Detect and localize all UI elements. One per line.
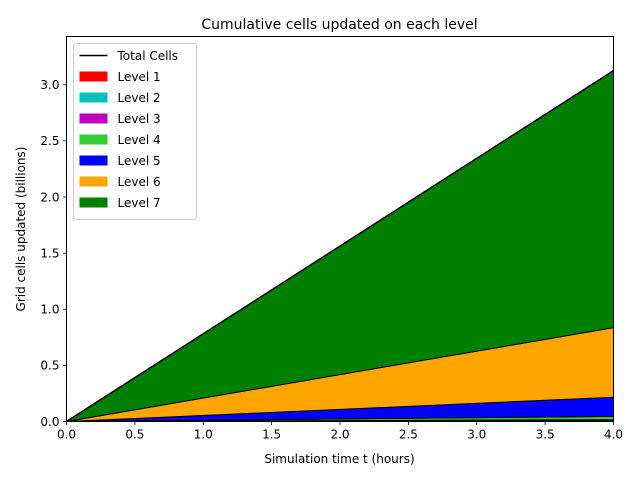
legend-label-level-3: Level 3 (118, 112, 161, 126)
y-tick-label: 1.0 (40, 303, 59, 317)
y-tick-label: 0.0 (40, 415, 59, 429)
x-tick-label: 4.0 (604, 428, 623, 442)
legend: Total Cells Level 1 Level 2 Level 3 Level 4 L… (74, 44, 197, 220)
y-tick-label: 3.0 (40, 78, 59, 92)
legend-label-level-5: Level 5 (118, 154, 161, 168)
x-tick-label: 0.5 (125, 428, 144, 442)
x-tick-label: 0.0 (57, 428, 76, 442)
y-tick-label: 2.5 (40, 134, 59, 148)
y-tick-label: 1.5 (40, 246, 59, 260)
legend-swatch-level-7 (80, 198, 108, 208)
legend-swatch-level-4 (80, 135, 108, 145)
x-tick-label: 2.5 (399, 428, 418, 442)
x-tick-label: 2.0 (330, 428, 349, 442)
legend-swatch-level-3 (80, 114, 108, 124)
legend-label-level-7: Level 7 (118, 196, 161, 210)
x-tick-label: 3.5 (536, 428, 555, 442)
x-tick-label: 1.5 (262, 428, 281, 442)
legend-swatch-level-6 (80, 177, 108, 187)
legend-label-total-cells: Total Cells (117, 49, 179, 63)
legend-label-level-1: Level 1 (118, 70, 161, 84)
x-axis-label: Simulation time t (hours) (264, 452, 414, 466)
y-tick-label: 2.0 (40, 190, 59, 204)
legend-label-level-4: Level 4 (118, 133, 161, 147)
chart-title: Cumulative cells updated on each level (201, 17, 477, 33)
legend-label-level-2: Level 2 (118, 91, 161, 105)
legend-label-level-6: Level 6 (118, 175, 161, 189)
y-axis-label: Grid cells updated (billions) (14, 147, 28, 312)
legend-swatch-level-1 (80, 72, 108, 82)
x-tick-label: 1.0 (194, 428, 213, 442)
x-tick-label: 3.0 (467, 428, 486, 442)
y-tick-label: 0.5 (40, 359, 59, 373)
legend-swatch-level-2 (80, 93, 108, 103)
legend-swatch-level-5 (80, 156, 108, 166)
